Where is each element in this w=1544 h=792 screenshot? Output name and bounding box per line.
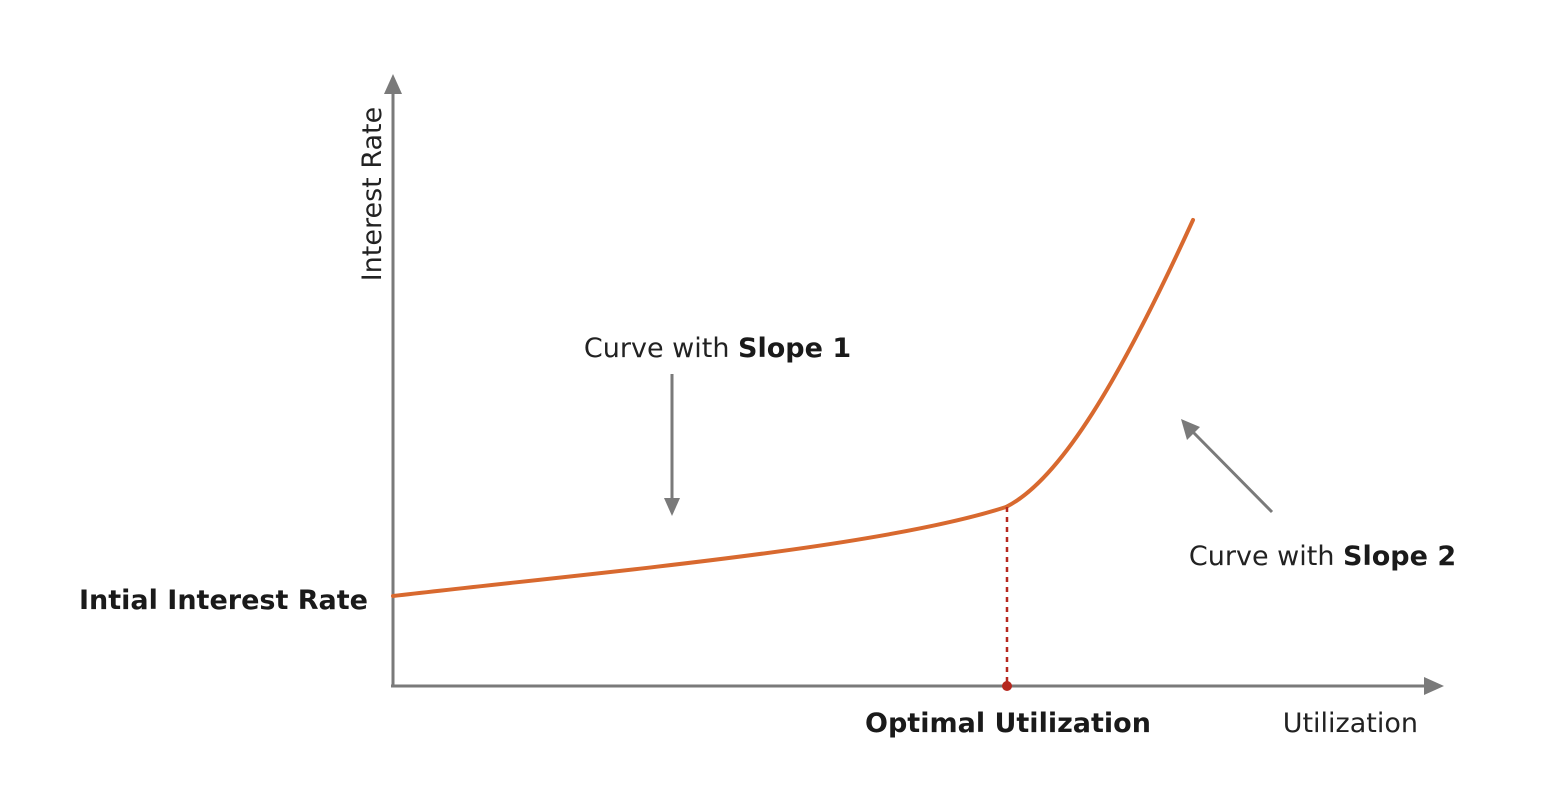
slope-1-bold: Slope 1 [738,333,851,364]
y-axis-label: Interest Rate [357,107,388,282]
slope-2-arrowhead [1181,419,1200,440]
slope-1-arrowhead [664,498,680,516]
slope-1-prefix: Curve with [584,333,738,364]
x-axis-arrowhead [1424,677,1444,695]
initial-interest-rate-label: Intial Interest Rate [79,585,368,616]
curve-slope-2 [1004,218,1195,509]
slope-2-bold: Slope 2 [1343,541,1456,572]
slope-2-arrow-shaft [1190,429,1274,514]
optimal-utilization-label: Optimal Utilization [865,708,1151,739]
slope-2-annotation: Curve with Slope 2 [1146,541,1482,572]
slope-2-prefix: Curve with [1189,541,1343,572]
optimal-utilization-marker [1002,681,1012,691]
slope-1-annotation: Curve with Slope 1 [541,333,877,364]
y-axis-arrowhead [384,74,402,94]
curve-slope-1 [391,505,1008,598]
x-axis-label: Utilization [1283,708,1418,739]
